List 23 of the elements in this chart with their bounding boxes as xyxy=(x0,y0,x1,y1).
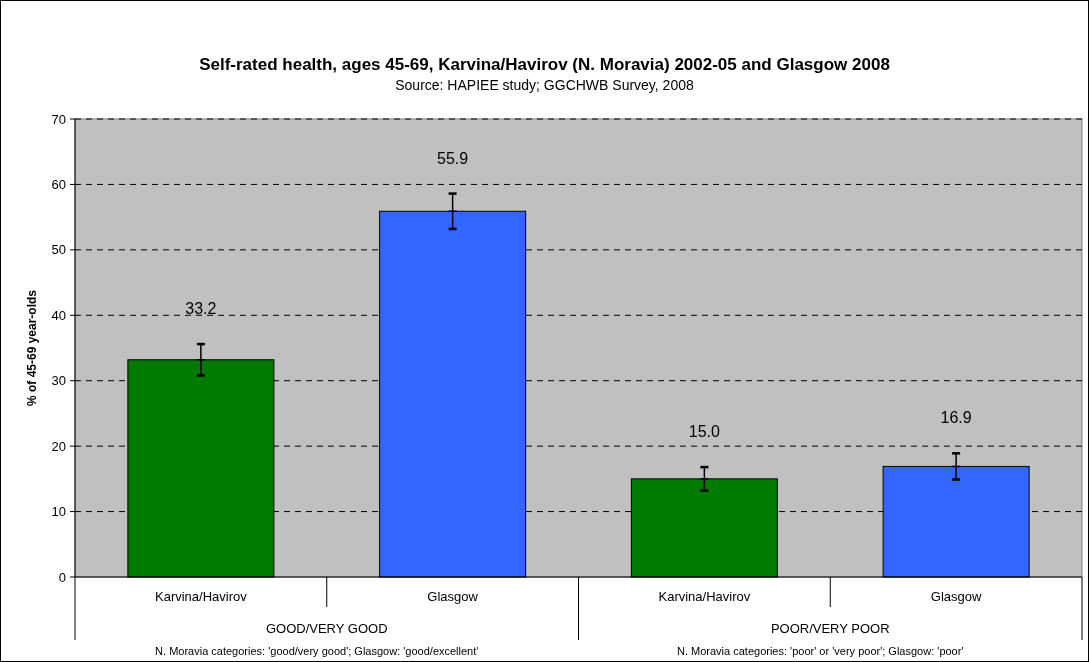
x-tick-label: Glasgow xyxy=(930,589,983,604)
y-tick-label: 60 xyxy=(51,176,66,192)
y-tick-label: 50 xyxy=(51,242,66,258)
y-tick-label: 30 xyxy=(51,373,66,389)
data-label: 16.9 xyxy=(940,409,972,427)
x-tick-label: Karvina/Havirov xyxy=(658,589,751,604)
data-label: 33.2 xyxy=(185,300,217,318)
x-tick-label: Glasgow xyxy=(427,589,479,604)
data-label: 55.9 xyxy=(437,149,469,167)
chart-title: Self-rated health, ages 45-69, Karvina/Havirov (N. Moravia) 2002-05 and Glasgow 2008 xyxy=(199,55,890,74)
text: N. Moravia categories: 'poor' or 'very poor'; Glasgow: 'poor' xyxy=(677,645,964,657)
data-label: 15.0 xyxy=(688,423,721,441)
text: POOR/VERY POOR xyxy=(770,621,890,636)
text: N. Moravia categories: 'good/very good'; Glasgow: 'good/excellent' xyxy=(155,645,479,657)
y-axis-title: % of 45-69 year-olds xyxy=(25,289,39,407)
y-tick-label: 0 xyxy=(58,569,66,585)
y-tick-label: 10 xyxy=(51,504,66,520)
text: GOOD/VERY GOOD xyxy=(265,621,388,636)
chart-subtitle: Source: HAPIEE study; GGCHWB Survey, 2008 xyxy=(395,77,694,93)
y-tick-label: 20 xyxy=(51,438,66,454)
y-tick-label: 40 xyxy=(51,307,66,323)
y-tick-label: 70 xyxy=(51,111,66,127)
x-tick-label: Karvina/Havirov xyxy=(154,589,248,604)
